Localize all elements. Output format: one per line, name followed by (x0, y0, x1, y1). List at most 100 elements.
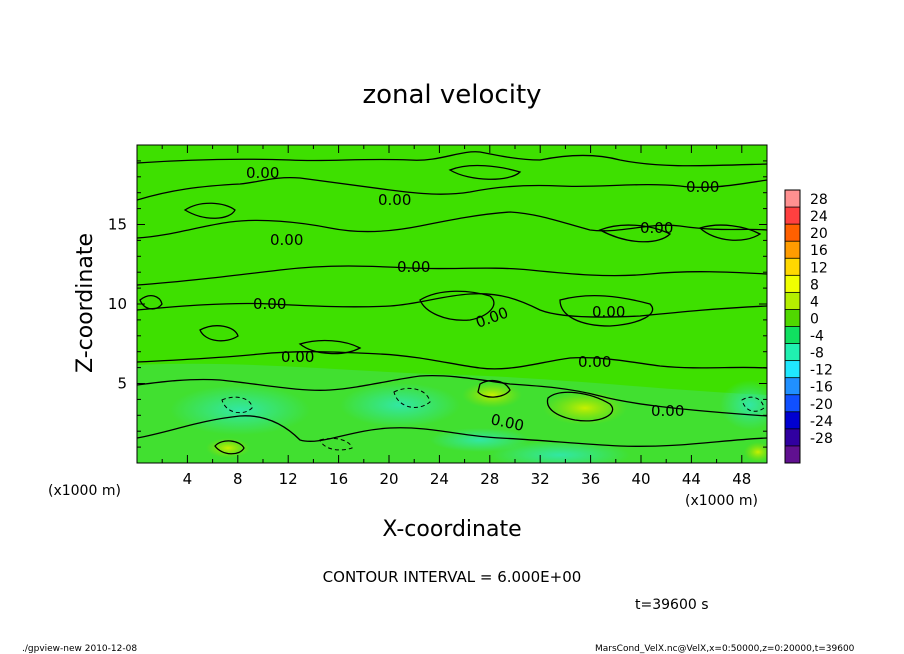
x-tick-label: 8 (233, 470, 243, 488)
x-tick-label: 44 (682, 470, 701, 488)
contour-interval-label: CONTOUR INTERVAL = 6.000E+00 (323, 568, 582, 586)
colorbar-swatch (785, 445, 800, 463)
x-axis-unit-left: (x1000 m) (48, 483, 121, 499)
contour-line (559, 294, 654, 327)
colorbar-swatch (785, 207, 800, 225)
field-cyan-patch-3 (490, 441, 630, 463)
x-tick-label: 4 (183, 470, 193, 488)
x-axis-unit-right: (x1000 m) (685, 493, 758, 509)
contour-line (137, 265, 767, 286)
contour-label: 0.00 (686, 178, 719, 196)
colorbar-label: 24 (810, 209, 828, 225)
field-yellow-patch-4 (744, 442, 767, 462)
x-tick-label: 12 (279, 470, 298, 488)
contour-label: 0.00 (378, 191, 411, 209)
contour-label: 0.00 (651, 402, 684, 420)
contour-line (741, 396, 765, 412)
colorbar-label: 20 (810, 226, 828, 242)
x-tick-label: 40 (631, 470, 650, 488)
contour-label: 0.00 (281, 348, 314, 366)
colorbar-swatch (785, 411, 800, 429)
contour-line (137, 351, 767, 370)
colorbar-label: -4 (810, 329, 824, 345)
contour-label: 0.00 (397, 258, 430, 276)
contour-line (199, 325, 239, 342)
y-tick-label: 5 (117, 375, 127, 393)
field-cyan-patch-2 (340, 383, 460, 427)
contour-line (546, 391, 614, 422)
contour-line (221, 396, 253, 414)
x-tick-label: 36 (581, 470, 600, 488)
x-tick-label: 48 (732, 470, 751, 488)
colorbar-label: -16 (810, 380, 833, 396)
y-axis-title: Z-coordinate (73, 233, 98, 373)
y-tick-label: 10 (108, 295, 127, 313)
x-tick-label: 32 (531, 470, 550, 488)
x-tick-label: 16 (329, 470, 348, 488)
contour-line (139, 294, 163, 310)
contour-label: 0.00 (270, 231, 303, 249)
contour-labels: 0.00 0.00 0.00 0.00 0.00 0.00 0.00 0.00 … (246, 164, 719, 435)
contour-line (137, 151, 767, 167)
field-cyan-patch-4 (720, 380, 767, 430)
contour-label: 0.00 (640, 219, 673, 237)
plot-area: 0.00 0.00 0.00 0.00 0.00 0.00 0.00 0.00 … (137, 145, 767, 463)
colorbar-label: -8 (810, 346, 824, 362)
contour-line (298, 339, 362, 355)
colorbar-swatch (785, 292, 800, 310)
contour-label: 0.00 (592, 303, 625, 321)
x-axis-title: X-coordinate (382, 517, 521, 542)
contour-label: 0.00 (578, 353, 611, 371)
footer-right: MarsCond_VelX.nc@VelX,x=0:50000,z=0:2000… (595, 644, 855, 654)
colorbar-swatch (785, 241, 800, 259)
contour-label: 0.00 (253, 295, 286, 313)
time-label: t=39600 s (635, 597, 709, 613)
colorbar-label: -20 (810, 397, 833, 413)
contour-line (183, 202, 236, 219)
contour-line (137, 211, 767, 239)
contour-line (137, 415, 767, 447)
colorbar-swatch (785, 360, 800, 378)
chart-title: zonal velocity (362, 80, 541, 110)
colorbar-swatch (785, 309, 800, 327)
contour-line (137, 293, 767, 318)
contour-line (393, 387, 431, 408)
contour-line (419, 290, 495, 321)
colorbar-label: 16 (810, 243, 828, 259)
contour-line (448, 164, 522, 180)
y-tick-label: 15 (108, 216, 127, 234)
field-yellow-patch-1 (462, 382, 522, 408)
colorbar-swatch (785, 377, 800, 395)
colorbar-label: 0 (810, 311, 819, 327)
colorbar-swatch (785, 190, 800, 208)
footer-left: ./gpview-new 2010-12-08 (22, 644, 137, 654)
colorbar-label: 28 (810, 192, 828, 208)
colorbar-swatch (785, 326, 800, 344)
colorbar-swatch (785, 275, 800, 293)
x-tick-label: 20 (379, 470, 398, 488)
field-yellow-patch-2 (543, 391, 627, 425)
field-cyan-patch-1 (170, 385, 310, 435)
colorbar-swatch (785, 343, 800, 361)
colorbar-label: 4 (810, 294, 819, 310)
contour-line (214, 440, 245, 455)
colorbar-label: -24 (810, 414, 833, 430)
contour-line (698, 224, 762, 241)
colorbar-swatch (785, 394, 800, 412)
field-cyan-patch-5 (430, 428, 530, 452)
colorbar-label: -12 (810, 363, 833, 379)
contour-line (319, 437, 353, 451)
colorbar-label: -28 (810, 431, 833, 447)
x-tick-label: 24 (430, 470, 449, 488)
contour-label: 0.00 (246, 164, 279, 182)
colorbar-swatch (785, 224, 800, 242)
contour-lines (137, 151, 767, 455)
colorbar-label: 8 (810, 277, 819, 293)
negative-contours (221, 387, 765, 451)
contour-line (598, 224, 672, 243)
colorbar-swatch (785, 258, 800, 276)
colorbar-label: 12 (810, 260, 828, 276)
